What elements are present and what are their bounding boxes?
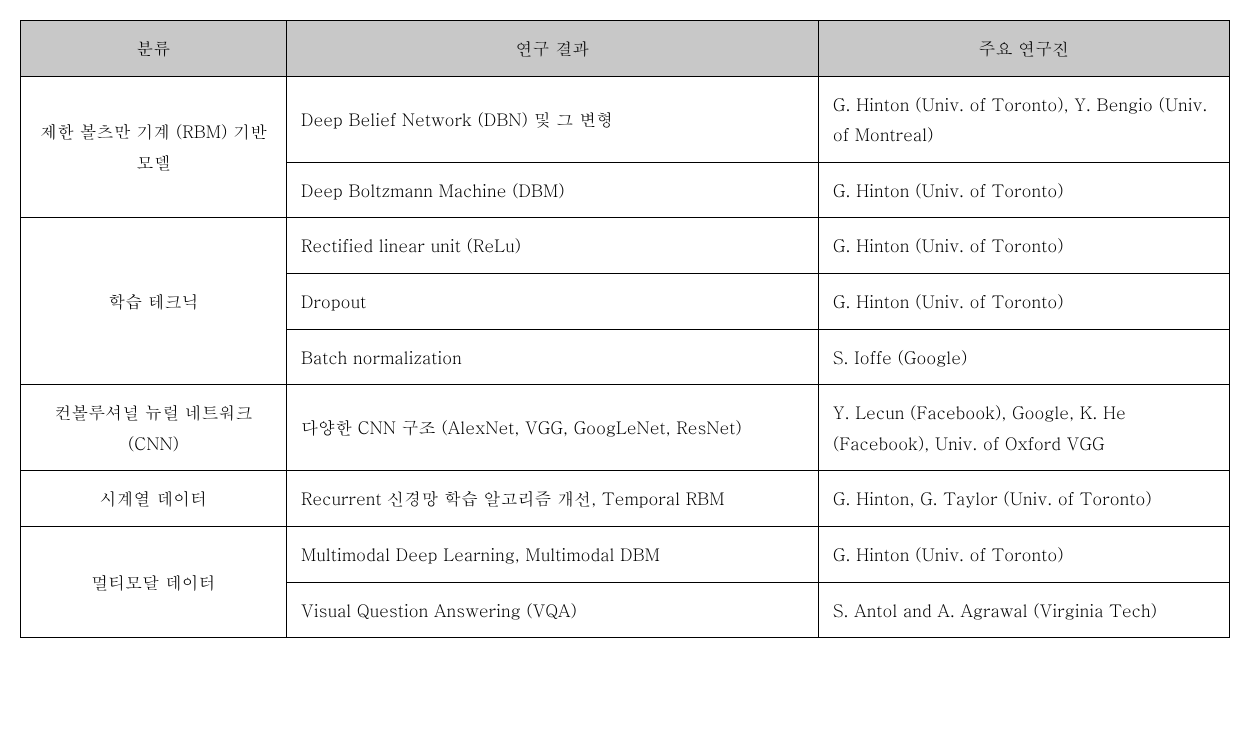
cell-researchers: G. Hinton (Univ. of Toronto) (818, 273, 1229, 329)
cell-researchers: G. Hinton (Univ. of Toronto) (818, 526, 1229, 582)
table-row: 멀티모달 데이터Multimodal Deep Learning, Multim… (21, 526, 1230, 582)
table-row: 제한 볼츠만 기계 (RBM) 기반 모델Deep Belief Network… (21, 76, 1230, 162)
table-row: 시계열 데이터Recurrent 신경망 학습 알고리즘 개선, Tempora… (21, 471, 1230, 527)
cell-researchers: G. Hinton, G. Taylor (Univ. of Toronto) (818, 471, 1229, 527)
table-header-row: 분류 연구 결과 주요 연구진 (21, 21, 1230, 77)
cell-researchers: S. Ioffe (Google) (818, 329, 1229, 385)
cell-category: 컨볼루셔널 뉴럴 네트워크 (CNN) (21, 385, 287, 471)
cell-result: Deep Boltzmann Machine (DBM) (286, 162, 818, 218)
header-researchers: 주요 연구진 (818, 21, 1229, 77)
cell-result: Visual Question Answering (VQA) (286, 582, 818, 638)
cell-result: Dropout (286, 273, 818, 329)
cell-researchers: G. Hinton (Univ. of Toronto) (818, 218, 1229, 274)
cell-result: Rectified linear unit (ReLu) (286, 218, 818, 274)
cell-researchers: Y. Lecun (Facebook), Google, K. He (Face… (818, 385, 1229, 471)
header-category: 분류 (21, 21, 287, 77)
table-row: 학습 테크닉Rectified linear unit (ReLu)G. Hin… (21, 218, 1230, 274)
cell-result: Deep Belief Network (DBN) 및 그 변형 (286, 76, 818, 162)
cell-researchers: G. Hinton (Univ. of Toronto) (818, 162, 1229, 218)
cell-researchers: G. Hinton (Univ. of Toronto), Y. Bengio … (818, 76, 1229, 162)
table-body: 제한 볼츠만 기계 (RBM) 기반 모델Deep Belief Network… (21, 76, 1230, 638)
cell-result: Recurrent 신경망 학습 알고리즘 개선, Temporal RBM (286, 471, 818, 527)
table-row: 컨볼루셔널 뉴럴 네트워크 (CNN)다양한 CNN 구조 (AlexNet, … (21, 385, 1230, 471)
cell-category: 제한 볼츠만 기계 (RBM) 기반 모델 (21, 76, 287, 218)
research-table: 분류 연구 결과 주요 연구진 제한 볼츠만 기계 (RBM) 기반 모델Dee… (20, 20, 1230, 638)
cell-result: Multimodal Deep Learning, Multimodal DBM (286, 526, 818, 582)
header-result: 연구 결과 (286, 21, 818, 77)
cell-category: 학습 테크닉 (21, 218, 287, 385)
cell-category: 멀티모달 데이터 (21, 526, 287, 637)
cell-category: 시계열 데이터 (21, 471, 287, 527)
cell-researchers: S. Antol and A. Agrawal (Virginia Tech) (818, 582, 1229, 638)
cell-result: Batch normalization (286, 329, 818, 385)
cell-result: 다양한 CNN 구조 (AlexNet, VGG, GoogLeNet, Res… (286, 385, 818, 471)
